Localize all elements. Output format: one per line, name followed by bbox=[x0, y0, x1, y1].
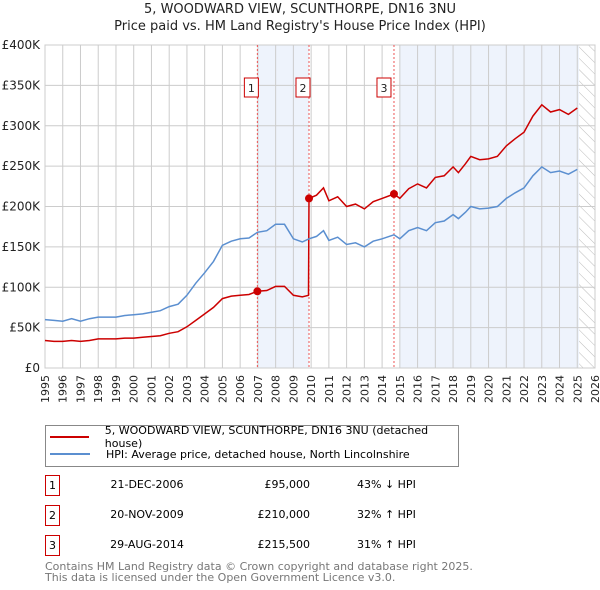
x-tick-label: 2020 bbox=[483, 375, 496, 403]
x-tick-label: 2022 bbox=[518, 375, 531, 403]
x-tick-label: 2002 bbox=[163, 375, 176, 403]
sale-row: 3 29-AUG-2014 £215,500 31% ↑ HPI bbox=[45, 535, 445, 556]
chart-title-address: 5, WOODWARD VIEW, SCUNTHORPE, DN16 3NU bbox=[144, 2, 456, 17]
x-tick-label: 2007 bbox=[252, 375, 265, 403]
x-tick-label: 2017 bbox=[429, 375, 442, 403]
sale-price: £210,000 bbox=[257, 508, 311, 521]
x-tick-label: 1997 bbox=[74, 375, 87, 403]
x-tick-label: 2003 bbox=[181, 375, 194, 403]
legend-item-property: 5, WOODWARD VIEW, SCUNTHORPE, DN16 3NU (… bbox=[46, 424, 458, 450]
sale-point bbox=[389, 189, 398, 198]
legend-label-property: 5, WOODWARD VIEW, SCUNTHORPE, DN16 3NU (… bbox=[104, 424, 429, 450]
sale-number-label: 2 bbox=[300, 82, 307, 95]
series-line-hpi bbox=[44, 165, 578, 322]
sale-date: 29-AUG-2014 bbox=[110, 538, 184, 551]
x-tick-label: 2005 bbox=[216, 375, 229, 403]
footer-line-2: This data is licensed under the Open Gov… bbox=[45, 571, 396, 584]
sale-number-box bbox=[295, 77, 311, 98]
x-tick-label: 2015 bbox=[394, 375, 407, 403]
chart-plot: 1995 1996 1997 1998 1999 2000 2001 2002 2003 2004… bbox=[2, 38, 600, 403]
legend-item-hpi: HPI: Average price, detached house, Nort… bbox=[46, 446, 410, 462]
y-tick-label: £350K bbox=[2, 78, 42, 92]
sale-number-badge: 3 bbox=[45, 535, 60, 556]
sale-hpi-diff: 32% ↑ HPI bbox=[357, 508, 416, 521]
sale-number-badge: 1 bbox=[45, 475, 60, 496]
x-tick-label: 2013 bbox=[358, 375, 371, 403]
plot-border bbox=[44, 44, 596, 369]
legend-swatch-property bbox=[50, 436, 89, 438]
x-tick-label: 2001 bbox=[145, 375, 158, 403]
x-tick-label: 2006 bbox=[234, 375, 247, 403]
x-tick-label: 2004 bbox=[199, 375, 212, 403]
y-tick-label: £300K bbox=[2, 119, 42, 133]
legend-swatch-hpi bbox=[50, 453, 90, 455]
x-tick-label: 1995 bbox=[39, 375, 52, 403]
x-tick-label: 2024 bbox=[554, 375, 567, 403]
sale-date: 20-NOV-2009 bbox=[110, 508, 184, 521]
sale-number-badge: 2 bbox=[45, 505, 60, 526]
x-tick-label: 1996 bbox=[57, 375, 70, 403]
sale-price: £215,500 bbox=[257, 538, 311, 551]
x-tick-label: 2023 bbox=[536, 375, 549, 403]
sale-number-label: 1 bbox=[248, 82, 255, 95]
legend-label-hpi: HPI: Average price, detached house, Nort… bbox=[106, 447, 410, 461]
x-tick-label: 2000 bbox=[128, 375, 141, 403]
x-tick-label: 2021 bbox=[500, 375, 513, 403]
y-tick-label: £200K bbox=[2, 200, 42, 214]
sale-point bbox=[253, 287, 262, 296]
x-tick-label: 2010 bbox=[305, 375, 318, 403]
footer-line-1: Contains HM Land Registry data © Crown c… bbox=[45, 560, 473, 573]
y-tick-label: £100K bbox=[2, 280, 42, 294]
sale-point bbox=[305, 194, 313, 203]
sale-number-box bbox=[376, 77, 392, 98]
x-tick-label: 2019 bbox=[465, 375, 478, 403]
sale-number-box bbox=[243, 77, 259, 98]
sale-row: 1 21-DEC-2006 £95,000 43% ↓ HPI bbox=[45, 475, 445, 496]
sale-hpi-diff: 43% ↓ HPI bbox=[357, 478, 416, 491]
x-tick-label: 2008 bbox=[270, 375, 283, 403]
chart-title-subtitle: Price paid vs. HM Land Registry's House … bbox=[114, 19, 486, 34]
chart-legend: 5, WOODWARD VIEW, SCUNTHORPE, DN16 3NU (… bbox=[45, 424, 459, 467]
y-tick-label: £400K bbox=[2, 38, 42, 52]
y-tick-label: £150K bbox=[2, 240, 42, 254]
sale-price: £95,000 bbox=[264, 478, 311, 491]
x-tick-label: 2011 bbox=[323, 375, 336, 403]
x-tick-label: 2016 bbox=[412, 375, 425, 403]
x-tick-label: 2009 bbox=[287, 375, 300, 403]
x-tick-label: 1998 bbox=[92, 375, 105, 403]
sale-date: 21-DEC-2006 bbox=[110, 478, 184, 491]
sale-number-label: 3 bbox=[380, 82, 387, 95]
copyright-footer: Contains HM Land Registry data © Crown c… bbox=[45, 561, 473, 583]
x-tick-label: 2018 bbox=[447, 375, 460, 403]
y-tick-label: £250K bbox=[2, 159, 42, 173]
x-tick-label: 1999 bbox=[110, 375, 123, 403]
sale-hpi-diff: 31% ↑ HPI bbox=[357, 538, 416, 551]
y-tick-label: £0 bbox=[25, 361, 40, 375]
series-line-property bbox=[44, 103, 578, 343]
x-tick-label: 2026 bbox=[589, 375, 600, 403]
x-tick-label: 2025 bbox=[571, 375, 584, 403]
x-tick-label: 2012 bbox=[341, 375, 354, 403]
x-tick-label: 2014 bbox=[376, 375, 389, 403]
y-tick-label: £50K bbox=[9, 321, 41, 335]
sale-row: 2 20-NOV-2009 £210,000 32% ↑ HPI bbox=[45, 505, 445, 526]
